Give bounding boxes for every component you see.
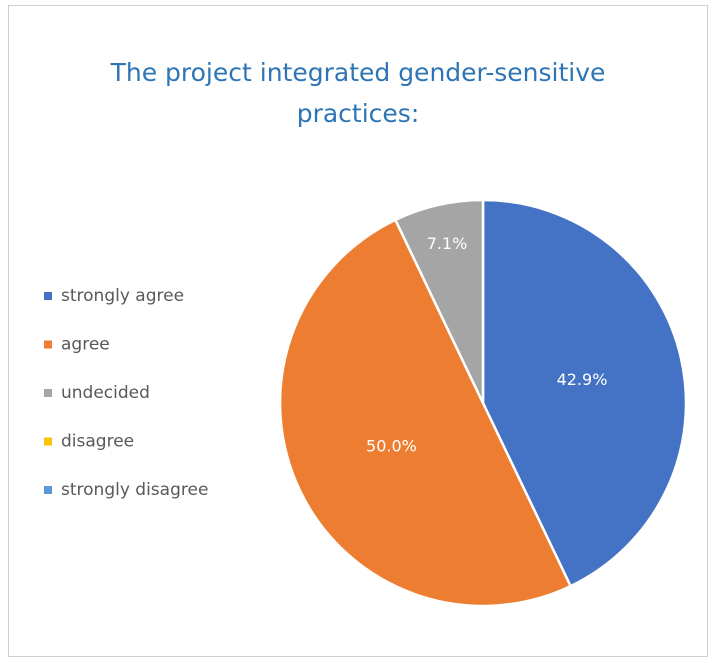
- legend-label: agree: [61, 335, 110, 355]
- legend-label: undecided: [61, 383, 150, 403]
- pie-slice: [278, 218, 573, 608]
- legend-marker: [44, 486, 52, 494]
- chart-title: The project integrated gender-sensitive …: [110, 58, 606, 128]
- legend-marker: [44, 389, 52, 397]
- data-label: 50.0%: [366, 436, 417, 455]
- chart-frame: [8, 5, 708, 657]
- data-label: 7.1%: [427, 234, 468, 253]
- pie-slice: [393, 198, 485, 404]
- data-label: 42.9%: [557, 370, 608, 389]
- legend-marker: [44, 340, 52, 349]
- legend-label: strongly disagree: [61, 480, 208, 500]
- pie-slice: [481, 198, 688, 588]
- legend-label: disagree: [61, 432, 134, 452]
- legend-marker: [44, 437, 52, 446]
- legend-marker: [44, 292, 52, 300]
- legend-label: strongly agree: [61, 286, 184, 306]
